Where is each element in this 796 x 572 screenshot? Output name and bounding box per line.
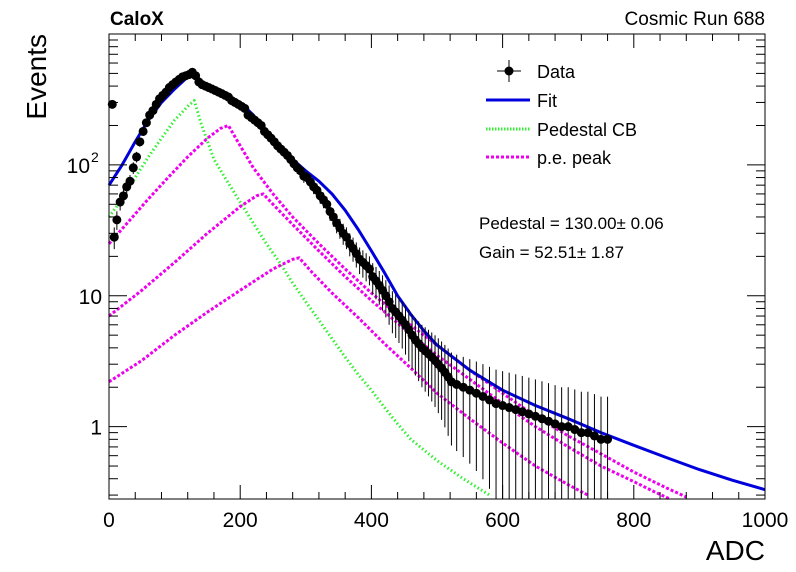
y-tick-label-2: 10 bbox=[67, 155, 90, 178]
data-point-1 bbox=[109, 232, 119, 242]
x-tick-label-3: 600 bbox=[485, 509, 520, 532]
y-tick-label-0: 1 bbox=[90, 417, 102, 440]
legend-item-pe-peak: p.e. peak bbox=[486, 148, 612, 168]
series-p-e-peak-1-line bbox=[107, 124, 687, 499]
legend-item-data: Data bbox=[497, 60, 576, 82]
x-axis-label: ADC bbox=[706, 535, 765, 566]
y-tick-label-exp-2: 2 bbox=[91, 149, 99, 165]
data-point-41 bbox=[240, 103, 250, 113]
legend-data-marker bbox=[504, 66, 514, 76]
legend-item-fit: Fit bbox=[486, 91, 557, 111]
y-tick-label-1: 10 bbox=[79, 286, 102, 309]
annotation-pedestal: Pedestal = 130.00± 0.06 bbox=[479, 214, 664, 233]
series-pedestal-cb-line bbox=[107, 99, 491, 497]
header-left: CaloX bbox=[110, 9, 164, 30]
legend-pe-label: p.e. peak bbox=[537, 148, 612, 168]
data-point-6 bbox=[125, 176, 135, 186]
series-p-e-peak-3-line bbox=[108, 256, 589, 497]
plot-frame bbox=[108, 33, 766, 500]
data-point-11 bbox=[141, 118, 151, 128]
y-axis-label: Events bbox=[21, 34, 52, 120]
legend-data-label: Data bbox=[537, 62, 576, 82]
legend-fit-label: Fit bbox=[537, 91, 557, 111]
series-fit-line bbox=[107, 71, 766, 492]
data-point-8 bbox=[132, 152, 142, 162]
data-point-121 bbox=[557, 422, 567, 432]
data-point-110 bbox=[484, 395, 494, 405]
header-right: Cosmic Run 688 bbox=[625, 9, 765, 30]
data-point-4 bbox=[118, 191, 128, 201]
series-p-e-peak-2-line bbox=[108, 192, 671, 501]
data-point-127 bbox=[596, 434, 606, 444]
data-point-66 bbox=[322, 199, 332, 209]
data-point-9 bbox=[135, 137, 145, 147]
curves-layer bbox=[107, 71, 766, 501]
data-point-7 bbox=[128, 163, 138, 173]
legend-item-pedestal: Pedestal CB bbox=[486, 120, 637, 140]
x-tick-label-4: 800 bbox=[616, 509, 651, 532]
data-point-2 bbox=[112, 215, 122, 225]
x-tick-label-2: 400 bbox=[354, 509, 389, 532]
data-points-layer bbox=[107, 67, 613, 499]
x-tick-label-0: 0 bbox=[103, 509, 115, 532]
data-point-85 bbox=[384, 297, 394, 307]
x-tick-label-1: 200 bbox=[223, 509, 258, 532]
data-point-79 bbox=[364, 264, 374, 274]
legend-pedestal-label: Pedestal CB bbox=[537, 120, 637, 140]
data-point-128 bbox=[603, 434, 613, 444]
data-point-124 bbox=[576, 428, 586, 438]
annotation-gain: Gain = 52.51± 1.87 bbox=[479, 243, 624, 262]
legend: Data Fit Pedestal CB p.e. peak bbox=[486, 60, 637, 168]
data-point-10 bbox=[138, 126, 148, 136]
x-tick-label-5: 1000 bbox=[742, 509, 789, 532]
